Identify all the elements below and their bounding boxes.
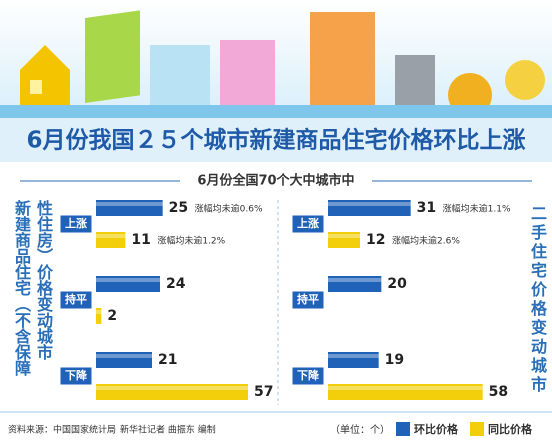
- bar-highlight: [328, 234, 360, 238]
- bar: [96, 200, 163, 216]
- bar-highlight: [96, 354, 152, 358]
- credit: 新华社记者 曲振东 编制: [120, 424, 216, 436]
- subtitle: 6月份全国70个大中城市中: [197, 173, 354, 189]
- category-label: 持平: [297, 292, 319, 306]
- annotation: 涨幅均未逾1.1%: [443, 203, 511, 215]
- annotation: 涨幅均未逾2.6%: [392, 235, 460, 247]
- value-label: 25: [169, 200, 188, 216]
- category-box: [291, 214, 325, 234]
- bar: [328, 384, 483, 400]
- value-label: 31: [417, 200, 436, 216]
- category-label: 上涨: [65, 216, 87, 230]
- bar-highlight: [96, 278, 160, 282]
- value-label: 57: [254, 384, 273, 400]
- value-label: 11: [131, 232, 150, 248]
- bar: [96, 232, 126, 248]
- buildings: [0, 10, 552, 118]
- category-box: [59, 366, 93, 386]
- category-box: [291, 290, 325, 310]
- bar: [96, 276, 160, 292]
- panel-label: 新建商品住宅（不含保障性住房）价格变动城市: [12, 200, 53, 376]
- annotation: 涨幅均未逾0.6%: [195, 203, 263, 215]
- bar: [328, 352, 379, 368]
- bar-highlight: [96, 386, 248, 390]
- panel-label: 二手住宅价格变动城市: [528, 205, 547, 395]
- category-label: 下降: [297, 368, 320, 382]
- value-label: 24: [166, 276, 186, 292]
- bar-highlight: [328, 278, 382, 282]
- annotation: 涨幅均未逾1.2%: [157, 235, 225, 247]
- legend-swatch: [470, 422, 484, 436]
- legend-label: 环比价格: [414, 422, 459, 436]
- bar: [96, 308, 102, 324]
- bar-highlight: [96, 202, 163, 206]
- bar: [328, 232, 360, 248]
- legend-label: 同比价格: [488, 422, 533, 436]
- category-label: 下降: [65, 368, 88, 382]
- bar: [96, 384, 248, 400]
- source: 资料来源：中国国家统计局: [8, 424, 116, 436]
- category-box: [291, 366, 325, 386]
- value-label: 19: [385, 352, 404, 368]
- bar: [328, 276, 382, 292]
- category-box: [59, 214, 93, 234]
- legend-swatch: [396, 422, 410, 436]
- bar: [96, 352, 152, 368]
- unit: （单位：个）: [330, 423, 390, 436]
- value-label: 20: [387, 276, 407, 292]
- value-label: 2: [107, 308, 117, 324]
- title: 6月份我国２５个城市新建商品住宅价格环比上涨: [26, 127, 525, 154]
- bar-highlight: [328, 386, 483, 390]
- category-label: 持平: [65, 292, 87, 306]
- value-label: 21: [158, 352, 177, 368]
- bar-highlight: [328, 202, 411, 206]
- value-label: 58: [489, 384, 508, 400]
- bar-highlight: [96, 310, 102, 314]
- bar-highlight: [328, 354, 379, 358]
- category-box: [59, 290, 93, 310]
- title-band: [0, 118, 552, 162]
- category-label: 上涨: [297, 216, 319, 230]
- bar: [328, 200, 411, 216]
- value-label: 12: [366, 232, 385, 248]
- bar-highlight: [96, 234, 126, 238]
